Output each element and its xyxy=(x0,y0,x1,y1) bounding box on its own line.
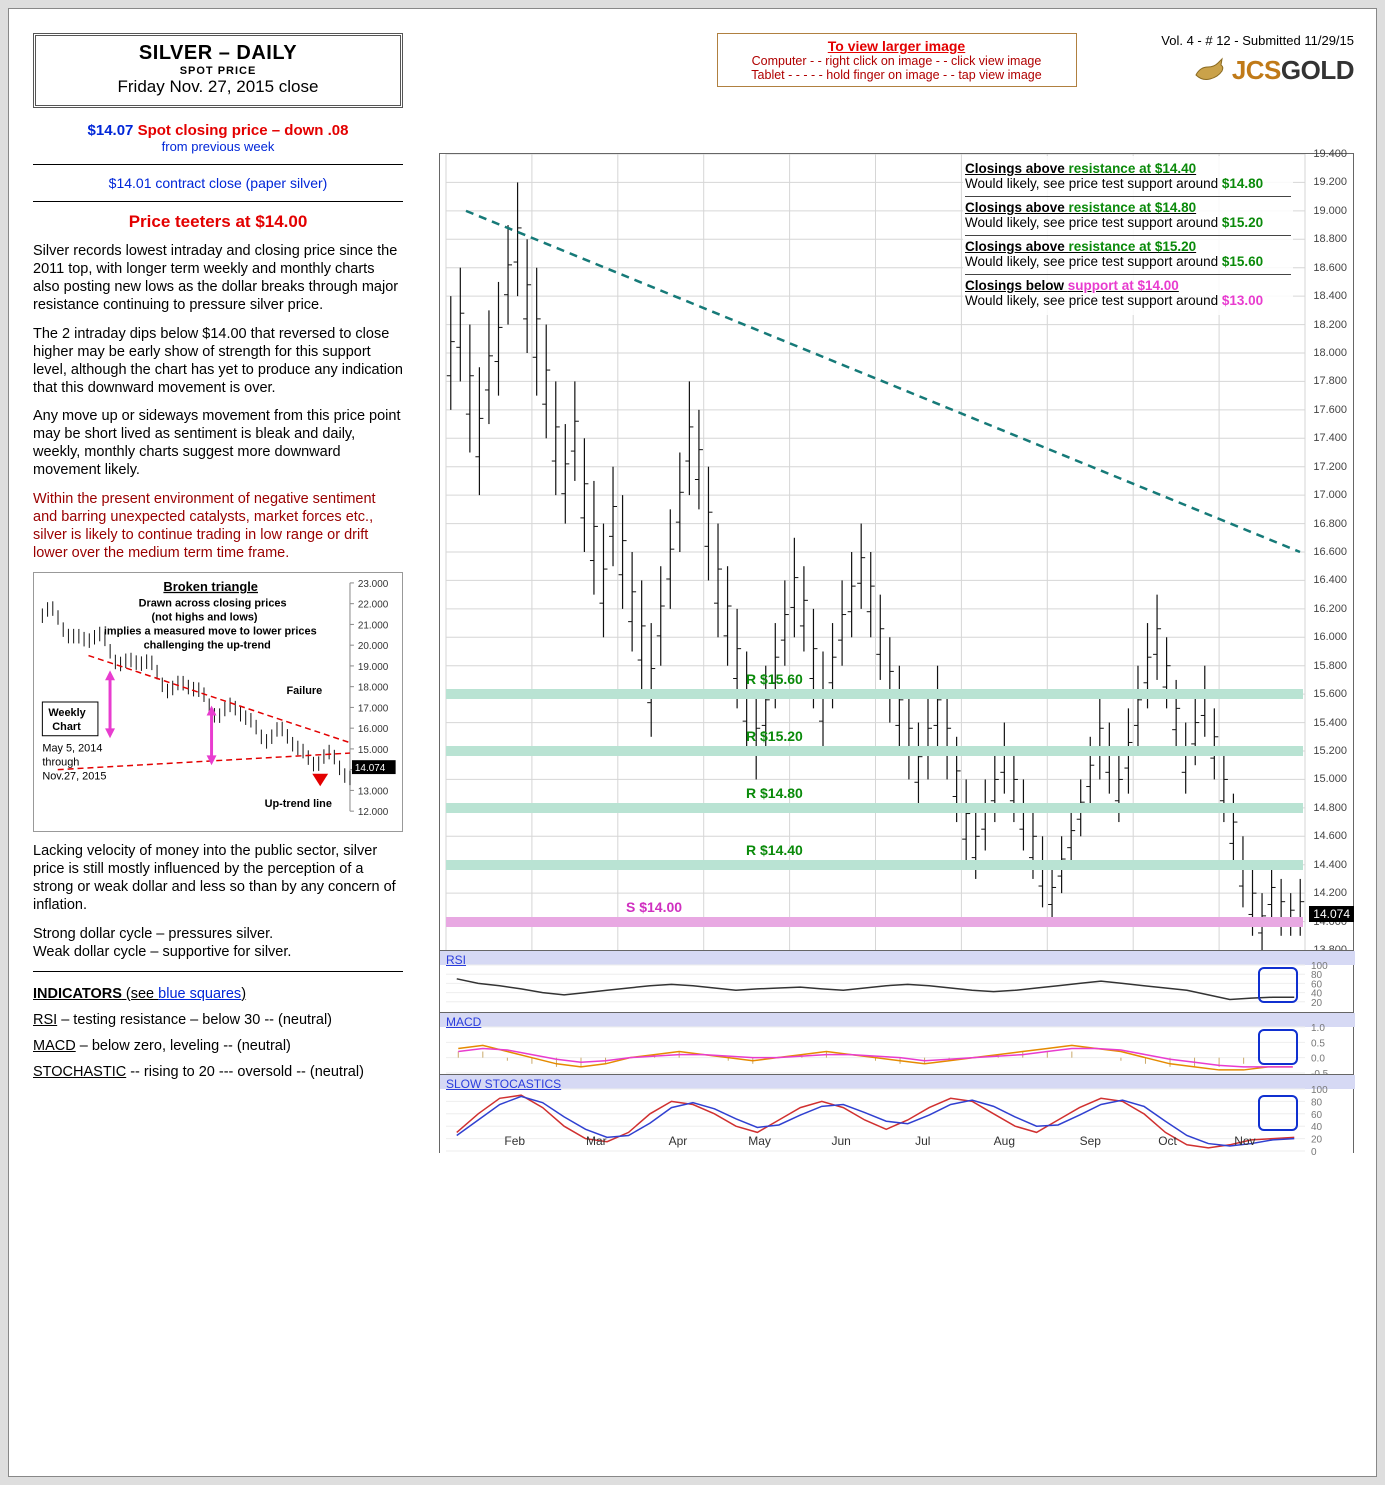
volume-issue: Vol. 4 - # 12 - Submitted 11/29/15 xyxy=(1161,33,1354,48)
svg-text:Chart: Chart xyxy=(52,721,81,733)
svg-text:Failure: Failure xyxy=(286,685,322,697)
scenario-1: Closings above resistance at $14.80Would… xyxy=(965,197,1291,236)
level-R1560: R $15.60 xyxy=(446,689,1303,699)
svg-text:Nov.27, 2015: Nov.27, 2015 xyxy=(42,770,106,782)
svg-text:implies a measured move to low: implies a measured move to lower prices xyxy=(104,626,317,638)
stoch-title: SLOW STOCASTICS xyxy=(446,1077,561,1091)
scenario-3: Closings below support at $14.00Would li… xyxy=(965,275,1291,313)
contract-line: $14.01 contract close (paper silver) xyxy=(33,175,403,191)
spot-label: Spot closing price – xyxy=(138,122,281,139)
para-2: The 2 intraday dips below $14.00 that re… xyxy=(33,325,403,398)
indicator-macd: MACD – below zero, leveling -- (neutral) xyxy=(33,1038,403,1054)
svg-text:12.000: 12.000 xyxy=(358,807,389,818)
svg-text:0: 0 xyxy=(1311,1147,1317,1155)
svg-text:13.000: 13.000 xyxy=(358,786,389,797)
level-R1440: R $14.40 xyxy=(446,860,1303,870)
svg-text:16.000: 16.000 xyxy=(358,724,389,735)
scenario-2: Closings above resistance at $15.20Would… xyxy=(965,236,1291,275)
svg-text:20.000: 20.000 xyxy=(358,641,389,652)
after-mini-1: Lacking velocity of money into the publi… xyxy=(33,842,403,915)
svg-text:0.5: 0.5 xyxy=(1311,1038,1325,1049)
macd-title: MACD xyxy=(446,1015,481,1029)
tip-line1: Computer - - right click on image - - cl… xyxy=(724,54,1070,68)
view-larger-tip: To view larger image Computer - - right … xyxy=(717,33,1077,87)
level-S1400: S $14.00 xyxy=(446,917,1303,927)
svg-text:18.000: 18.000 xyxy=(358,683,389,694)
svg-text:(not highs and lows): (not highs and lows) xyxy=(152,612,258,624)
brand-logo: JCSGOLD xyxy=(1192,55,1354,86)
tip-header: To view larger image xyxy=(724,38,1070,54)
title-line3: Friday Nov. 27, 2015 close xyxy=(40,77,396,97)
rsi-panel: RSI 10080604020 xyxy=(440,950,1353,1012)
scenario-box: Closings above resistance at $14.40Would… xyxy=(963,156,1293,315)
rsi-blue-square xyxy=(1258,967,1298,1003)
svg-text:Up-trend line: Up-trend line xyxy=(265,798,332,810)
tip-line2: Tablet - - - - - hold finger on image - … xyxy=(724,68,1070,82)
title-line2: SPOT PRICE xyxy=(40,65,396,77)
indicator-rsi: RSI – testing resistance – below 30 -- (… xyxy=(33,1012,403,1028)
svg-text:40: 40 xyxy=(1311,1122,1323,1133)
main-chart: 13.80014.00014.20014.40014.60014.80015.0… xyxy=(439,153,1354,1153)
svg-text:15.000: 15.000 xyxy=(358,745,389,756)
svg-text:Broken triangle: Broken triangle xyxy=(163,579,258,594)
svg-text:17.000: 17.000 xyxy=(358,703,389,714)
svg-text:Drawn across closing prices: Drawn across closing prices xyxy=(139,598,287,610)
para-4: Within the present environment of negati… xyxy=(33,490,403,563)
bull-icon xyxy=(1192,57,1228,85)
svg-text:challenging the up-trend: challenging the up-trend xyxy=(144,639,271,651)
svg-text:60: 60 xyxy=(1311,1110,1323,1121)
svg-text:0.0: 0.0 xyxy=(1311,1054,1325,1065)
level-R1520: R $15.20 xyxy=(446,746,1303,756)
last-price-tag: 14.074 xyxy=(1309,906,1354,922)
svg-text:20: 20 xyxy=(1311,1135,1323,1146)
svg-text:21.000: 21.000 xyxy=(358,620,389,631)
macd-blue-square xyxy=(1258,1029,1298,1065)
para-1: Silver records lowest intraday and closi… xyxy=(33,242,403,315)
mini-chart: 23.000 22.000 21.000 20.000 19.000 18.000 17.0… xyxy=(33,572,403,832)
blue-squares-link[interactable]: blue squares xyxy=(158,986,241,1002)
indicators-header: INDICATORS (see blue squares) xyxy=(33,986,403,1002)
after-mini-2: Strong dollar cycle – pressures silver.W… xyxy=(33,925,403,961)
svg-text:Weekly: Weekly xyxy=(48,707,85,719)
svg-text:14.074: 14.074 xyxy=(355,763,386,774)
scenario-0: Closings above resistance at $14.40Would… xyxy=(965,158,1291,197)
title-line1: SILVER – DAILY xyxy=(40,42,396,65)
svg-text:20: 20 xyxy=(1311,998,1323,1009)
spot-from: from previous week xyxy=(33,139,403,154)
svg-text:22.000: 22.000 xyxy=(358,600,389,611)
stoch-blue-square xyxy=(1258,1095,1298,1131)
headline: Price teeters at $14.00 xyxy=(33,212,403,232)
svg-text:100: 100 xyxy=(1311,1085,1328,1096)
spot-line: $14.07 Spot closing price – down .08 xyxy=(33,122,403,139)
svg-text:23.000: 23.000 xyxy=(358,579,389,590)
svg-text:19.000: 19.000 xyxy=(358,662,389,673)
level-R1480: R $14.80 xyxy=(446,803,1303,813)
x-axis: FebMarAprMayJunJulAugSepOctNov xyxy=(440,1134,1303,1150)
spot-change: down .08 xyxy=(284,122,348,139)
macd-panel: MACD 1.00.50.0-0.5 xyxy=(440,1012,1353,1074)
rsi-title: RSI xyxy=(446,953,466,967)
y-axis: 13.80014.00014.20014.40014.60014.80015.0… xyxy=(1305,154,1349,950)
svg-text:1.0: 1.0 xyxy=(1311,1023,1325,1034)
svg-text:80: 80 xyxy=(1311,1097,1323,1108)
para-3: Any move up or sideways movement from th… xyxy=(33,407,403,480)
spot-price: $14.07 xyxy=(88,122,134,139)
indicator-stoch: STOCHASTIC -- rising to 20 --- oversold … xyxy=(33,1064,403,1080)
title-box: SILVER – DAILY SPOT PRICE Friday Nov. 27… xyxy=(33,33,403,108)
svg-text:May 5, 2014: May 5, 2014 xyxy=(42,743,102,755)
svg-text:through: through xyxy=(42,757,79,769)
